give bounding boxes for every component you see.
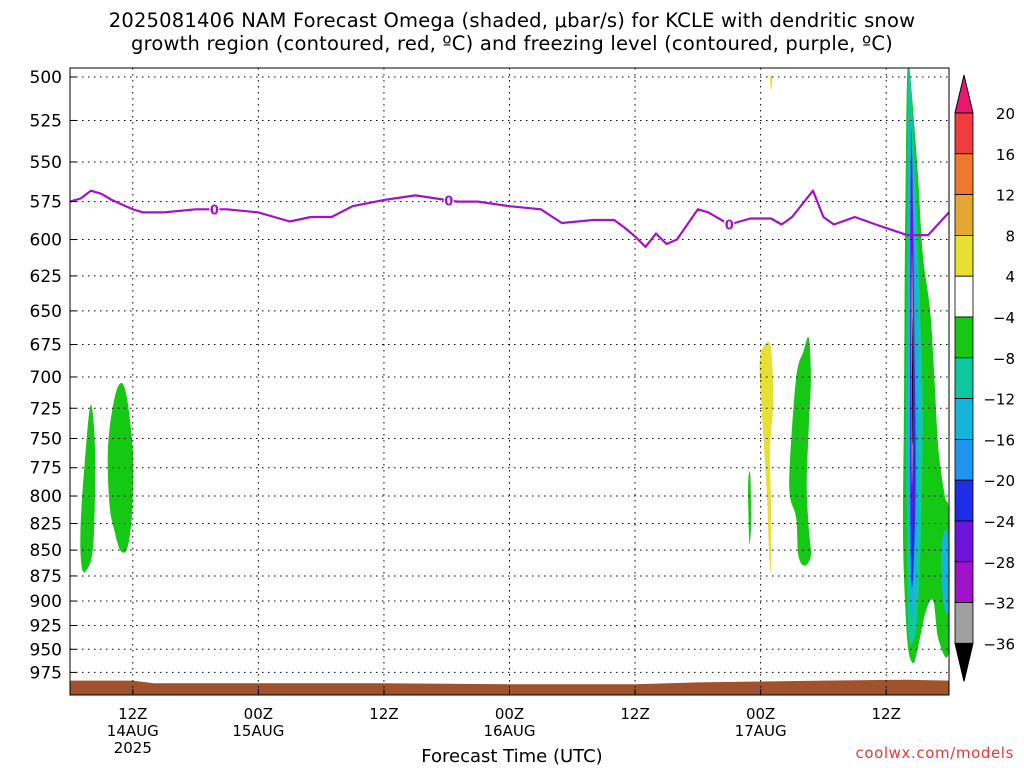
colorbar-label: 4 (1005, 268, 1015, 286)
omega-region (911, 315, 913, 445)
x-tick-label: 00Z (495, 705, 524, 723)
colorbar-label: 20 (996, 105, 1015, 123)
colorbar-swatch (954, 602, 974, 644)
colorbar-label: 12 (996, 187, 1015, 205)
colorbar-label: −12 (983, 391, 1015, 409)
omega-region (107, 382, 134, 553)
colorbar-swatch (954, 234, 974, 277)
x-tick-label: 12Z (118, 705, 147, 723)
y-tick-label: 600 (30, 231, 62, 251)
y-tick-label: 650 (30, 302, 62, 322)
y-tick-label: 850 (30, 541, 62, 561)
y-tick-label: 725 (30, 399, 62, 419)
x-tick-label: 00Z (244, 705, 273, 723)
freezing-level-contour: 0 0 0 (69, 189, 950, 248)
y-tick-label: 550 (30, 153, 62, 173)
y-tick-label: 900 (30, 592, 62, 612)
omega-region (748, 471, 752, 545)
colorbar-label: 16 (996, 146, 1015, 164)
x-tick-label: 12Z (872, 705, 901, 723)
y-tick-label: 825 (30, 514, 62, 534)
contour-label-bg (724, 217, 735, 232)
colorbar-label: −24 (983, 513, 1015, 531)
x-tick-label: 00Z (746, 705, 775, 723)
colorbar-swatch (954, 438, 974, 481)
x-tick-label: 16AUG (484, 722, 536, 740)
y-tick-label: 525 (30, 111, 62, 131)
y-tick-label: 975 (30, 663, 62, 683)
colorbar-label: −20 (983, 472, 1015, 490)
colorbar-swatch (954, 479, 974, 522)
y-axis: 500 525 550 575 600 625 650 675 700 725 750 775 800 8… (30, 68, 76, 683)
omega-region (759, 341, 774, 573)
colorbar-swatch (954, 520, 974, 563)
colorbar-swatch (954, 316, 974, 359)
contour-label-bg (443, 193, 454, 208)
y-tick-label: 875 (30, 567, 62, 587)
omega-region (80, 404, 96, 573)
contour-label-bg (209, 202, 220, 217)
y-tick-label: 800 (30, 487, 62, 507)
colorbar-label: −8 (993, 350, 1015, 368)
chart-title-line-2: growth region (contoured, red, ºC) and f… (131, 32, 893, 55)
omega-region (770, 75, 773, 92)
x-axis-title: Forecast Time (UTC) (421, 746, 603, 767)
freezing-level-label: 0 (210, 203, 219, 218)
omega-region (789, 336, 812, 566)
y-tick-label: 925 (30, 616, 62, 636)
site-credit: coolwx.com/models (855, 744, 1014, 762)
y-tick-label: 625 (30, 267, 62, 287)
x-tick-label: 12Z (620, 705, 649, 723)
y-tick-label: 675 (30, 336, 62, 356)
x-tick-label: 2025 (114, 739, 152, 757)
colorbar: 20 16 12 8 4 −4 −8 −12 −16 −20 −24 −28 −32 −36 (954, 74, 1015, 682)
colorbar-swatch (954, 194, 974, 236)
freezing-level-label: 0 (725, 219, 734, 234)
freezing-level-label: 0 (444, 194, 453, 209)
colorbar-bottom-arrow (954, 642, 974, 682)
y-tick-label: 775 (30, 459, 62, 479)
colorbar-swatch (954, 561, 974, 603)
y-tick-label: 750 (30, 429, 62, 449)
colorbar-label: −32 (983, 595, 1015, 613)
x-tick-label: 17AUG (735, 722, 787, 740)
colorbar-swatch (954, 153, 974, 196)
colorbar-top-arrow (954, 74, 974, 114)
colorbar-label: −4 (993, 309, 1015, 327)
colorbar-swatch (954, 357, 974, 399)
colorbar-label: −28 (983, 554, 1015, 572)
x-tick-label: 12Z (369, 705, 398, 723)
freezing-level-line (69, 189, 950, 248)
x-tick-label: 15AUG (232, 722, 284, 740)
omega-shading (80, 68, 949, 664)
colorbar-label: −36 (983, 635, 1015, 653)
colorbar-swatch (954, 112, 974, 155)
y-tick-label: 500 (30, 68, 62, 88)
x-tick-label: 14AUG (107, 722, 159, 740)
y-tick-label: 575 (30, 193, 62, 213)
colorbar-label: 8 (1005, 227, 1015, 245)
colorbar-label: −16 (983, 431, 1015, 449)
colorbar-swatch (954, 398, 974, 440)
y-tick-label: 700 (30, 368, 62, 388)
colorbar-swatch (954, 275, 974, 318)
grid-lines (70, 68, 949, 695)
y-tick-label: 950 (30, 640, 62, 660)
chart-title-line-1: 2025081406 NAM Forecast Omega (shaded, μ… (108, 9, 916, 32)
